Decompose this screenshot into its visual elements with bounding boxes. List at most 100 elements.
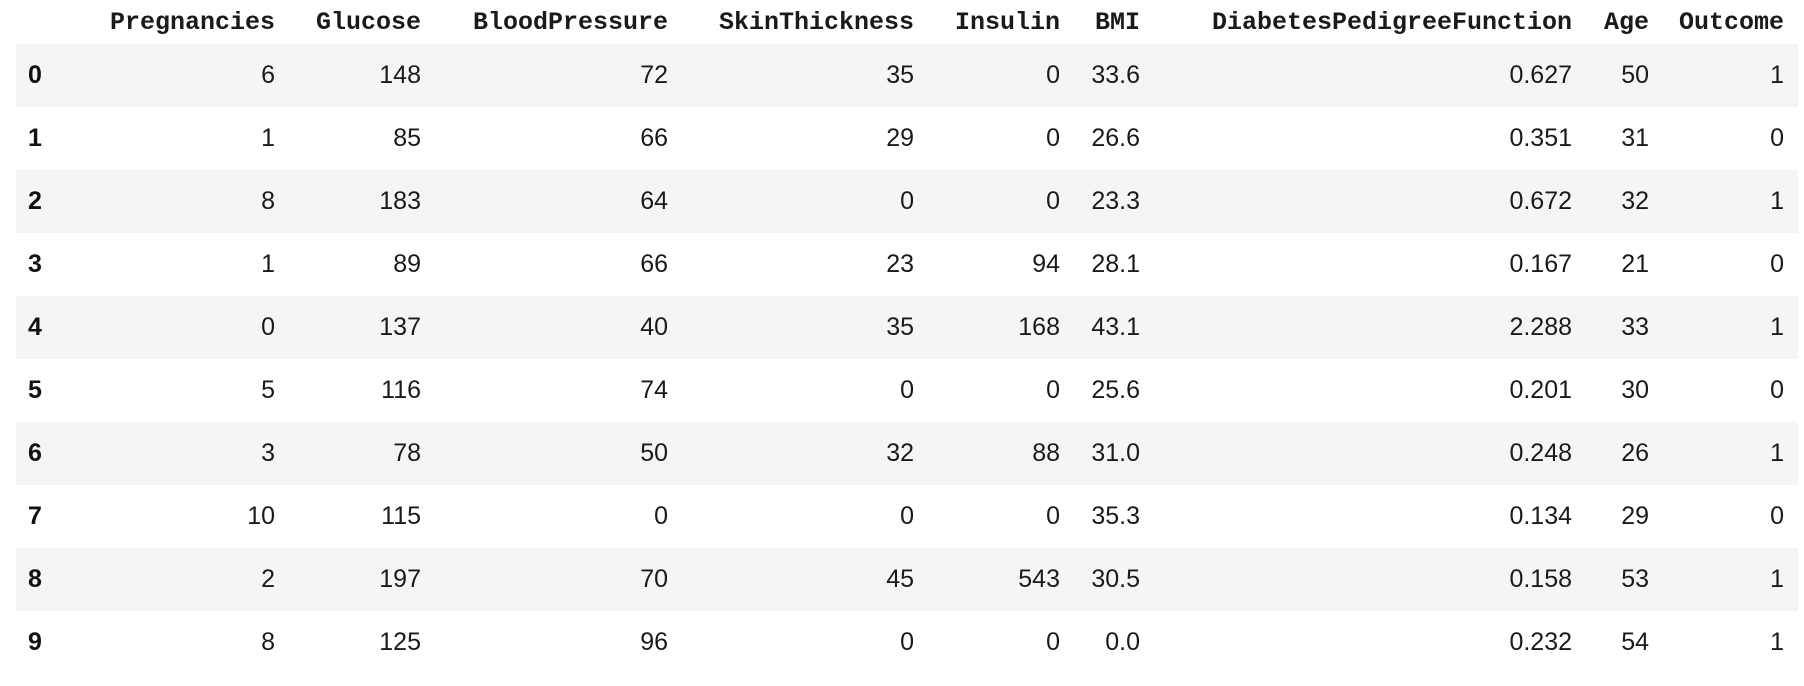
column-header-age: Age (1586, 0, 1663, 44)
cell-skinthickness: 23 (886, 250, 914, 278)
cell-age: 50 (1621, 61, 1649, 89)
cell-pregnancies: 3 (261, 439, 275, 467)
cell-glucose: 78 (393, 439, 421, 467)
cell-glucose: 137 (379, 313, 421, 341)
cell-skinthickness: 0 (900, 187, 914, 215)
table-row: 8 2 197 70 45 543 30.5 0.158 53 1 (16, 548, 1798, 611)
cell-diabetespedigreefunction: 0.248 (1509, 439, 1572, 467)
cell-diabetespedigreefunction: 2.288 (1509, 313, 1572, 341)
cell-bmi: 33.6 (1091, 61, 1140, 89)
cell-diabetespedigreefunction: 0.158 (1509, 565, 1572, 593)
cell-diabetespedigreefunction: 0.134 (1509, 502, 1572, 530)
cell-bloodpressure: 50 (640, 439, 668, 467)
cell-bmi: 25.6 (1091, 376, 1140, 404)
column-header-bloodpressure: BloodPressure (435, 0, 682, 44)
table-row: 6 3 78 50 32 88 31.0 0.248 26 1 (16, 422, 1798, 485)
column-header-skinthickness: SkinThickness (682, 0, 928, 44)
cell-age: 26 (1621, 439, 1649, 467)
cell-outcome: 0 (1770, 502, 1784, 530)
cell-bmi: 0.0 (1105, 628, 1140, 656)
cell-pregnancies: 0 (261, 313, 275, 341)
table-row: 1 1 85 66 29 0 26.6 0.351 31 0 (16, 107, 1798, 170)
cell-diabetespedigreefunction: 0.232 (1509, 628, 1572, 656)
index-header (16, 0, 60, 44)
cell-age: 29 (1621, 502, 1649, 530)
cell-bloodpressure: 64 (640, 187, 668, 215)
cell-outcome: 1 (1770, 187, 1784, 215)
cell-skinthickness: 29 (886, 124, 914, 152)
cell-outcome: 1 (1770, 61, 1784, 89)
cell-glucose: 197 (379, 565, 421, 593)
cell-insulin: 0 (1046, 124, 1060, 152)
cell-glucose: 89 (393, 250, 421, 278)
column-header-pregnancies: Pregnancies (60, 0, 289, 44)
row-index: 8 (28, 565, 42, 593)
dataframe-table: Pregnancies Glucose BloodPressure SkinTh… (16, 0, 1798, 674)
row-index: 3 (28, 250, 42, 278)
cell-skinthickness: 0 (900, 376, 914, 404)
column-header-bmi: BMI (1074, 0, 1154, 44)
cell-insulin: 0 (1046, 628, 1060, 656)
cell-diabetespedigreefunction: 0.167 (1509, 250, 1572, 278)
cell-diabetespedigreefunction: 0.627 (1509, 61, 1572, 89)
cell-pregnancies: 1 (261, 124, 275, 152)
cell-outcome: 1 (1770, 628, 1784, 656)
cell-pregnancies: 5 (261, 376, 275, 404)
row-index: 2 (28, 187, 42, 215)
dataframe-output: Pregnancies Glucose BloodPressure SkinTh… (16, 0, 1798, 674)
header-row: Pregnancies Glucose BloodPressure SkinTh… (16, 0, 1798, 44)
table-row: 2 8 183 64 0 0 23.3 0.672 32 1 (16, 170, 1798, 233)
cell-insulin: 0 (1046, 61, 1060, 89)
cell-insulin: 0 (1046, 502, 1060, 530)
table-row: 7 10 115 0 0 0 35.3 0.134 29 0 (16, 485, 1798, 548)
cell-age: 31 (1621, 124, 1649, 152)
cell-glucose: 116 (381, 376, 421, 404)
column-header-outcome: Outcome (1663, 0, 1798, 44)
row-index: 9 (28, 628, 42, 656)
cell-glucose: 115 (381, 502, 421, 530)
cell-skinthickness: 35 (886, 313, 914, 341)
cell-pregnancies: 8 (261, 187, 275, 215)
cell-bloodpressure: 66 (640, 250, 668, 278)
cell-insulin: 543 (1018, 565, 1060, 593)
cell-diabetespedigreefunction: 0.351 (1509, 124, 1572, 152)
table-body: 0 6 148 72 35 0 33.6 0.627 50 1 1 1 85 66 29 0 26.6 0.351… (16, 44, 1798, 674)
column-header-insulin: Insulin (928, 0, 1074, 44)
row-index: 1 (28, 124, 42, 152)
cell-outcome: 0 (1770, 124, 1784, 152)
row-index: 6 (28, 439, 42, 467)
row-index: 7 (28, 502, 42, 530)
row-index: 5 (28, 376, 42, 404)
column-header-diabetespedigreefunction: DiabetesPedigreeFunction (1154, 0, 1586, 44)
cell-age: 32 (1621, 187, 1649, 215)
cell-pregnancies: 10 (247, 502, 275, 530)
cell-bloodpressure: 74 (640, 376, 668, 404)
cell-glucose: 125 (379, 628, 421, 656)
cell-glucose: 183 (379, 187, 421, 215)
cell-bloodpressure: 96 (640, 628, 668, 656)
cell-age: 33 (1621, 313, 1649, 341)
cell-bmi: 35.3 (1091, 502, 1140, 530)
cell-skinthickness: 0 (900, 502, 914, 530)
column-header-glucose: Glucose (289, 0, 435, 44)
cell-skinthickness: 0 (900, 628, 914, 656)
cell-bmi: 26.6 (1091, 124, 1140, 152)
cell-bloodpressure: 0 (654, 502, 668, 530)
cell-pregnancies: 2 (261, 565, 275, 593)
cell-outcome: 1 (1770, 439, 1784, 467)
cell-glucose: 148 (379, 61, 421, 89)
cell-skinthickness: 32 (886, 439, 914, 467)
table-row: 9 8 125 96 0 0 0.0 0.232 54 1 (16, 611, 1798, 674)
row-index: 4 (28, 313, 42, 341)
cell-age: 54 (1621, 628, 1649, 656)
cell-bmi: 28.1 (1091, 250, 1140, 278)
cell-insulin: 88 (1032, 439, 1060, 467)
cell-bloodpressure: 66 (640, 124, 668, 152)
cell-pregnancies: 8 (261, 628, 275, 656)
cell-insulin: 168 (1018, 313, 1060, 341)
cell-pregnancies: 1 (261, 250, 275, 278)
cell-bmi: 23.3 (1091, 187, 1140, 215)
cell-age: 53 (1621, 565, 1649, 593)
cell-insulin: 0 (1046, 376, 1060, 404)
row-index: 0 (28, 61, 42, 89)
